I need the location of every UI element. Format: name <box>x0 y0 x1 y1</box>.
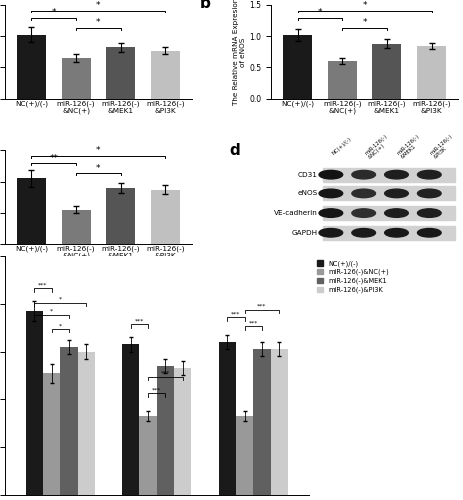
Bar <box>151 190 180 244</box>
Ellipse shape <box>319 189 343 198</box>
Ellipse shape <box>418 170 441 179</box>
Text: ***: *** <box>232 311 241 316</box>
Text: NC(+)/(-): NC(+)/(-) <box>331 136 352 156</box>
Text: ***: *** <box>152 388 162 392</box>
Text: GAPDH: GAPDH <box>292 230 318 236</box>
Bar <box>78 352 95 495</box>
Bar <box>43 373 60 495</box>
Text: miR-126(-)
&MEK1: miR-126(-) &MEK1 <box>396 134 425 160</box>
Text: ***: *** <box>135 318 144 324</box>
Bar <box>122 344 139 495</box>
Bar <box>323 206 455 220</box>
Bar <box>60 347 78 495</box>
Ellipse shape <box>352 209 375 218</box>
Text: *: * <box>318 8 322 18</box>
Bar <box>157 366 174 495</box>
Y-axis label: The Relative mRNA Expresion
of eNOS: The Relative mRNA Expresion of eNOS <box>233 0 246 106</box>
Ellipse shape <box>418 228 441 237</box>
Text: **: ** <box>49 154 58 163</box>
Ellipse shape <box>418 209 441 218</box>
Text: ***: *** <box>257 304 267 309</box>
Bar <box>417 46 446 98</box>
Bar <box>151 50 180 98</box>
Ellipse shape <box>352 189 375 198</box>
Bar <box>253 349 270 495</box>
Text: ***: *** <box>38 282 48 288</box>
Text: b: b <box>200 0 211 10</box>
Text: *: * <box>51 8 56 18</box>
Text: miR-126(-)
&PI3K: miR-126(-) &PI3K <box>429 134 457 160</box>
Bar <box>25 311 43 495</box>
Ellipse shape <box>352 228 375 237</box>
Text: *: * <box>363 1 367 10</box>
Legend: NC(+)/(-), miR-126(-)&NC(+), miR-126(-)&MEK1, miR-126(-)&PI3K: NC(+)/(-), miR-126(-)&NC(+), miR-126(-)&… <box>316 260 390 294</box>
Bar <box>62 210 91 244</box>
Ellipse shape <box>319 228 343 237</box>
Bar <box>323 226 455 240</box>
Text: *: * <box>96 1 100 10</box>
Ellipse shape <box>418 189 441 198</box>
Text: eNOS: eNOS <box>298 190 318 196</box>
Ellipse shape <box>385 189 408 198</box>
Text: d: d <box>230 143 240 158</box>
Bar <box>62 58 91 98</box>
Bar <box>323 168 455 181</box>
Ellipse shape <box>385 228 408 237</box>
Text: VE-cadherin: VE-cadherin <box>274 210 318 216</box>
Bar <box>174 368 191 495</box>
Bar <box>106 188 135 244</box>
Ellipse shape <box>385 170 408 179</box>
Text: *: * <box>59 323 62 328</box>
Text: ***: *** <box>249 321 258 326</box>
Bar <box>17 178 46 244</box>
Bar <box>236 416 253 495</box>
Text: miR-126(-)
&NC(+): miR-126(-) &NC(+) <box>363 134 392 160</box>
Bar <box>372 44 401 98</box>
Text: ***: *** <box>161 371 170 376</box>
Text: *: * <box>50 309 53 314</box>
Ellipse shape <box>385 209 408 218</box>
Text: *: * <box>59 297 62 302</box>
Ellipse shape <box>319 209 343 218</box>
Ellipse shape <box>319 170 343 179</box>
Bar <box>283 35 312 98</box>
Text: *: * <box>96 146 100 156</box>
Text: *: * <box>363 18 367 28</box>
Bar <box>17 35 46 98</box>
Bar <box>106 48 135 98</box>
Bar <box>323 186 455 200</box>
Bar <box>270 349 288 495</box>
Bar <box>328 61 357 98</box>
Bar <box>139 416 157 495</box>
Text: *: * <box>96 18 100 28</box>
Ellipse shape <box>352 170 375 179</box>
Bar <box>219 342 236 495</box>
Text: CD31: CD31 <box>298 172 318 177</box>
Text: *: * <box>96 164 100 173</box>
